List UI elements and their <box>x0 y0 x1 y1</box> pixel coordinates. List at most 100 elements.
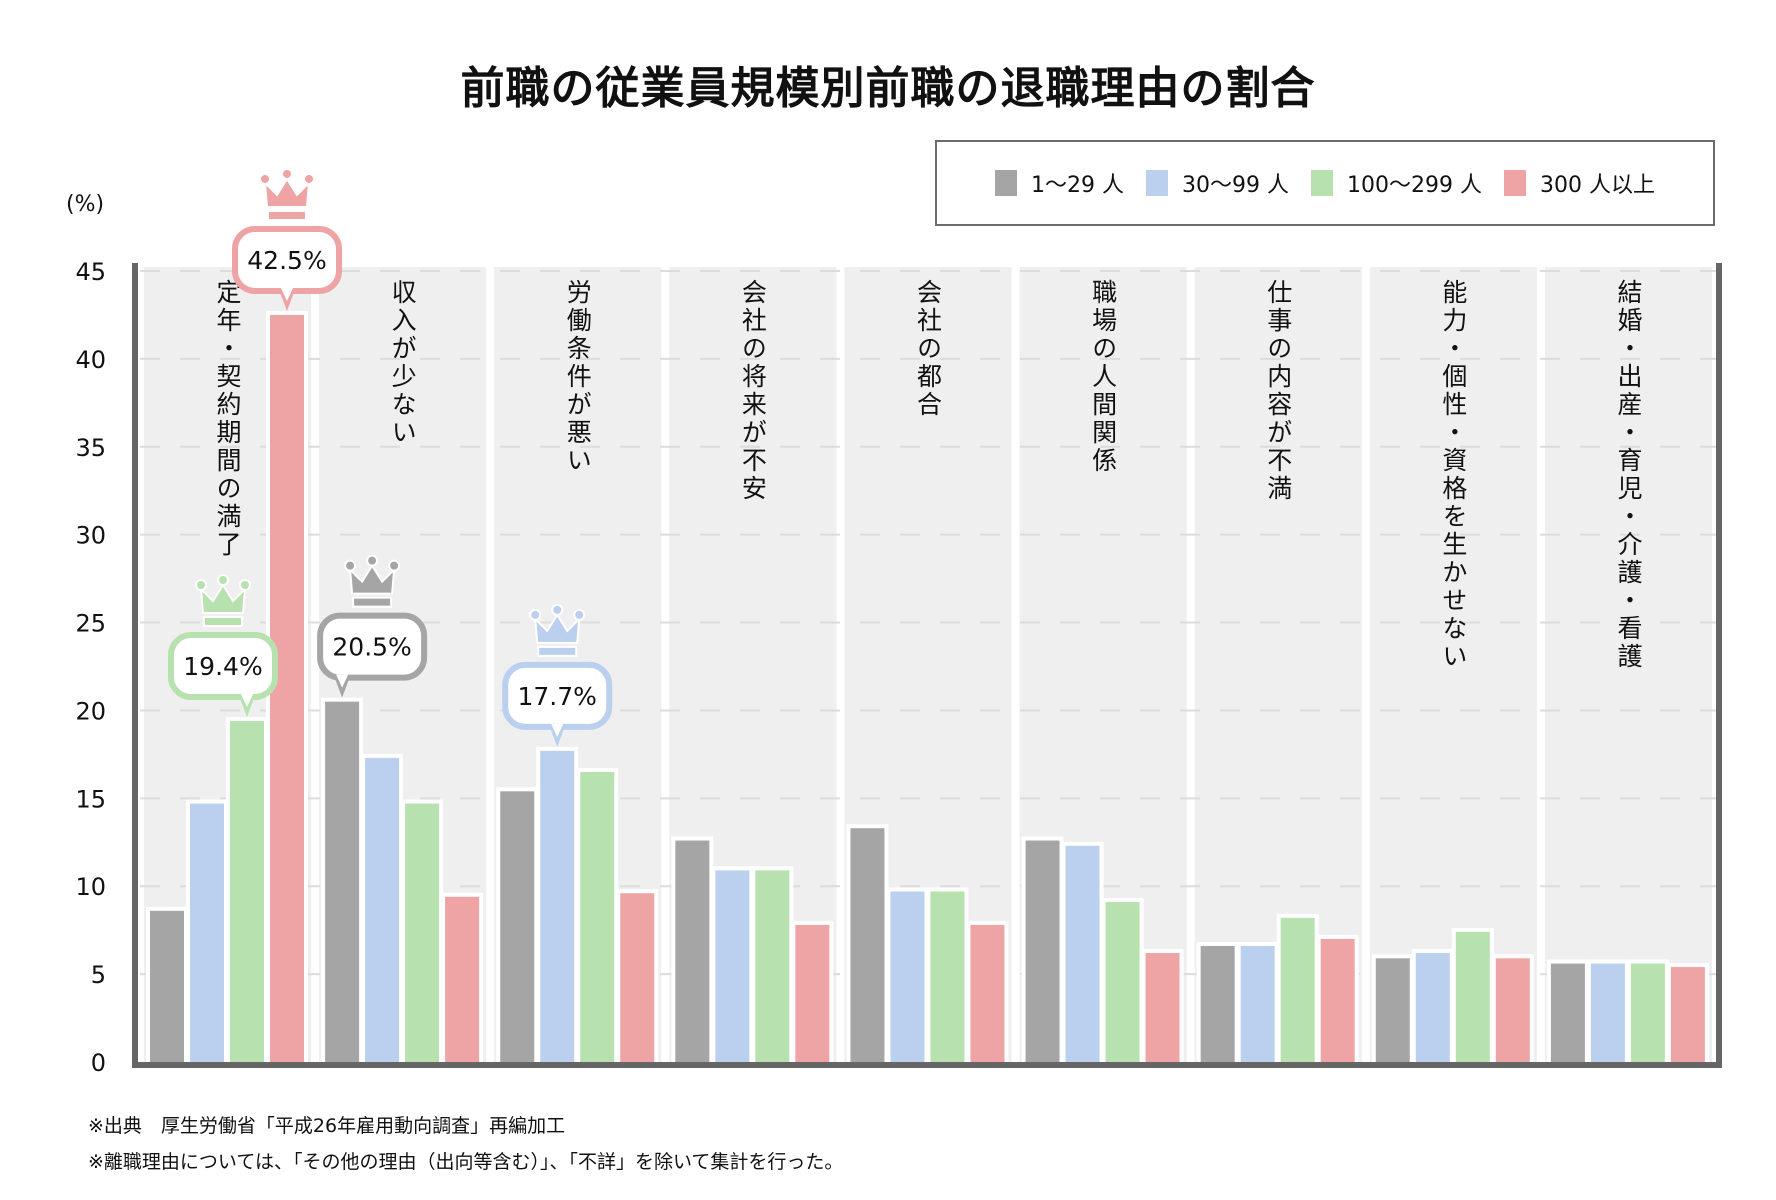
crown-icon-jewel <box>551 603 564 616</box>
crown-icon-jewel <box>344 559 357 572</box>
bar <box>1280 917 1315 1062</box>
y-tick-label: 35 <box>75 434 106 462</box>
bar <box>1495 958 1530 1062</box>
bar <box>1455 931 1490 1062</box>
bar <box>1105 902 1140 1062</box>
crown-icon-jewel <box>573 608 586 621</box>
callout-pointer-inner <box>336 674 349 688</box>
y-tick-label: 0 <box>91 1049 106 1077</box>
bar <box>1415 953 1450 1062</box>
y-tick-label: 20 <box>75 697 106 725</box>
crown-icon <box>348 563 396 595</box>
y-tick-label: 15 <box>75 785 106 813</box>
crown-icon-jewel <box>259 172 271 185</box>
bar <box>580 771 615 1062</box>
category-label: 能力・個性・資格を生かせない <box>1439 279 1468 671</box>
legend-item: 30〜99 人 <box>1146 167 1289 199</box>
bar <box>270 314 304 1062</box>
group-panel <box>1544 267 1712 1062</box>
bar <box>890 891 925 1062</box>
crown-icon-band <box>352 596 393 608</box>
bar <box>500 791 535 1062</box>
crown-icon-jewel <box>239 578 251 591</box>
y-tick-label: 25 <box>75 610 106 638</box>
crown-icon-jewel <box>217 573 229 586</box>
source-note: ※出典 厚生労働省「平成26年雇用動向調査」再編加工 <box>88 1115 566 1137</box>
bar <box>1240 945 1275 1062</box>
crown-icon <box>199 583 247 614</box>
bar <box>970 924 1005 1062</box>
bar <box>620 893 655 1062</box>
legend-label: 30〜99 人 <box>1182 173 1289 198</box>
legend-swatch <box>1146 170 1169 196</box>
callout-pointer-inner <box>281 287 293 301</box>
category-label: 結婚・出産・育児・介護・看護 <box>1614 279 1643 671</box>
legend-label: 100〜299 人 <box>1347 173 1482 198</box>
bar <box>1065 845 1100 1062</box>
crown-icon-band <box>203 615 243 627</box>
category-label: 職場の人間関係 <box>1089 279 1118 475</box>
bar <box>755 870 790 1062</box>
bar <box>1145 953 1180 1062</box>
legend-item: 1〜29 人 <box>995 167 1124 199</box>
callout-value-label: 17.7% <box>518 682 597 711</box>
chart-title: 前職の従業員規模別前職の退職理由の割合 <box>460 63 1316 114</box>
bar <box>1550 963 1585 1062</box>
category-label: 収入が少ない <box>388 279 417 447</box>
callout-bubble <box>317 612 428 681</box>
callout-pointer-inner <box>551 723 564 737</box>
y-tick-label: 10 <box>75 873 106 901</box>
category-label: 会社の都合 <box>914 279 943 419</box>
bar <box>715 870 750 1062</box>
crown-icon-band <box>537 645 578 657</box>
y-tick-label: 40 <box>75 346 106 374</box>
callout-value-label: 20.5% <box>332 633 411 662</box>
legend-label: 1〜29 人 <box>1031 173 1125 198</box>
crown-icon <box>263 177 311 208</box>
callout-value-label: 42.5% <box>247 246 326 275</box>
crown-icon <box>533 612 581 644</box>
legend-swatch <box>995 170 1018 196</box>
bar <box>365 757 400 1062</box>
bar <box>930 891 965 1062</box>
crown-icon-band <box>267 209 307 221</box>
bar <box>675 840 710 1062</box>
y-tick-label: 5 <box>91 961 106 989</box>
bar <box>1025 840 1060 1062</box>
crown-icon-jewel <box>388 559 401 572</box>
bar <box>150 910 184 1062</box>
bar <box>1320 938 1355 1062</box>
bar <box>1375 958 1410 1062</box>
category-label: 会社の将来が不安 <box>738 279 767 503</box>
y-tick-label: 30 <box>75 522 106 550</box>
category-label: 定年・契約期間の満了 <box>213 279 242 559</box>
bar <box>445 896 480 1062</box>
legend-swatch <box>1503 170 1526 196</box>
bar <box>1590 963 1625 1062</box>
y-tick-label: 45 <box>75 258 106 286</box>
legend-label: 300 人以上 <box>1539 173 1655 198</box>
bar <box>1630 963 1665 1062</box>
bar <box>1670 967 1705 1062</box>
crown-icon-jewel <box>281 167 293 180</box>
category-label: 仕事の内容が不満 <box>1264 279 1293 503</box>
category-label: 労働条件が悪い <box>563 279 592 475</box>
legend: 1〜29 人 30〜99 人 100〜299 人 300 人以上 <box>935 140 1715 226</box>
exclusion-note: ※離職理由については、「その他の理由（出向等含む）」、「不詳」を除いて集計を行っ… <box>88 1151 844 1173</box>
crown-icon-jewel <box>366 554 379 567</box>
legend-item: 300 人以上 <box>1503 167 1655 199</box>
footer-notes: ※出典 厚生労働省「平成26年雇用動向調査」再編加工 ※離職理由については、「そ… <box>88 1108 843 1180</box>
callout-bubble <box>168 631 278 700</box>
callout-pointer-inner <box>241 693 253 707</box>
bar <box>405 803 440 1062</box>
legend-item: 100〜299 人 <box>1311 167 1482 199</box>
bar <box>190 803 224 1062</box>
crown-icon-jewel <box>529 608 542 621</box>
bar <box>1200 945 1235 1062</box>
y-axis-unit-label: (%) <box>66 192 105 217</box>
crown-icon-jewel <box>195 578 207 591</box>
bar <box>795 924 830 1062</box>
crown-icon-jewel <box>303 172 315 185</box>
bar <box>230 720 264 1062</box>
